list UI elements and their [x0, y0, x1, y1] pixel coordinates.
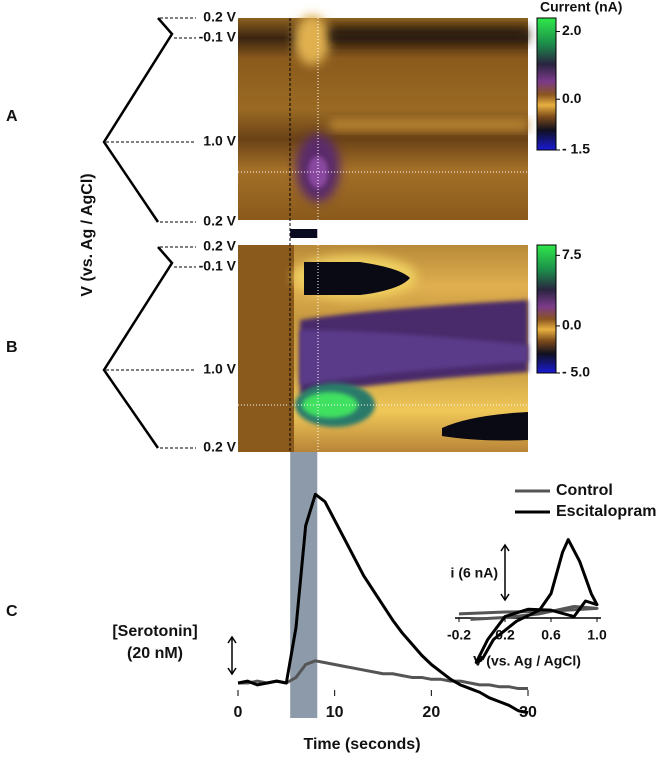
inset-x-tick-label: 0.6 [541, 627, 561, 643]
stimulus-shade [290, 452, 318, 718]
colorbar-tick-label: - 1.5 [562, 141, 590, 157]
inset-x-label: V (vs. Ag / AgCl) [473, 653, 581, 669]
cv-trace [458, 605, 599, 621]
colorbar-tick-label: 0.0 [562, 317, 582, 333]
panel-label: C [6, 603, 18, 620]
y-axis-label: V (vs. Ag / AgCl) [79, 173, 96, 296]
scale-bar-label: [Serotonin] [112, 623, 197, 640]
heatmap-a [238, 15, 528, 220]
panel-label: A [6, 108, 18, 125]
colorbar-tick-label: - 5.0 [562, 364, 590, 380]
inset-x-tick-label: 0.2 [495, 627, 515, 643]
colorbar-tick-label: 2.0 [562, 22, 582, 38]
potential-label: 0.2 V [203, 439, 236, 455]
inset-x-tick-label: -0.2 [447, 627, 471, 643]
potential-label: 0.2 V [203, 213, 236, 229]
potential-label: -0.1 V [199, 29, 237, 45]
arrow-head [500, 543, 510, 602]
heatmap-b [238, 245, 528, 452]
waveforms [102, 17, 174, 449]
colorbar [536, 17, 557, 151]
panel-label: B [6, 339, 18, 356]
trace [237, 492, 529, 715]
potential-label: 0.2 V [203, 238, 236, 254]
potential-label: -0.1 V [199, 258, 237, 274]
inset-x-tick-label: 1.0 [587, 627, 607, 643]
potential-label: 1.0 V [203, 133, 236, 149]
colorbar [536, 244, 557, 374]
legend-label: Escitalopram [556, 503, 656, 520]
overlay-lines [238, 18, 528, 452]
scale-bar-unit: (20 nM) [127, 645, 183, 662]
x-tick-label: 20 [422, 704, 440, 721]
potential-label: 1.0 V [203, 361, 236, 377]
colorbar-tick-label: 7.5 [562, 246, 582, 262]
arrow-head [227, 635, 237, 676]
colorbar-tick-label: 0.0 [562, 90, 582, 106]
stimulus-bar [290, 229, 318, 238]
x-axis-label: Time (seconds) [303, 736, 420, 753]
x-tick-label: 30 [519, 704, 537, 721]
legend-label: Control [556, 482, 613, 499]
x-tick-label: 0 [234, 704, 243, 721]
x-tick-label: 10 [326, 704, 344, 721]
potential-label: 0.2 V [203, 9, 236, 25]
colorbar-title: Current (nA) [540, 0, 622, 15]
inset-scale-label: i (6 nA) [451, 565, 498, 581]
cv-trace [474, 538, 599, 664]
